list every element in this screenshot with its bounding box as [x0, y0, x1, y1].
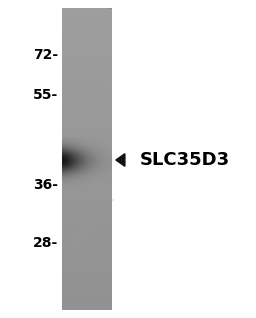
Text: 55-: 55- [33, 88, 58, 102]
Text: 72-: 72- [33, 48, 58, 62]
Polygon shape [116, 154, 125, 166]
Text: © ProSci Inc.: © ProSci Inc. [73, 194, 116, 246]
Text: 36-: 36- [33, 178, 58, 192]
Text: 28-: 28- [33, 236, 58, 250]
Text: SLC35D3: SLC35D3 [140, 151, 230, 169]
